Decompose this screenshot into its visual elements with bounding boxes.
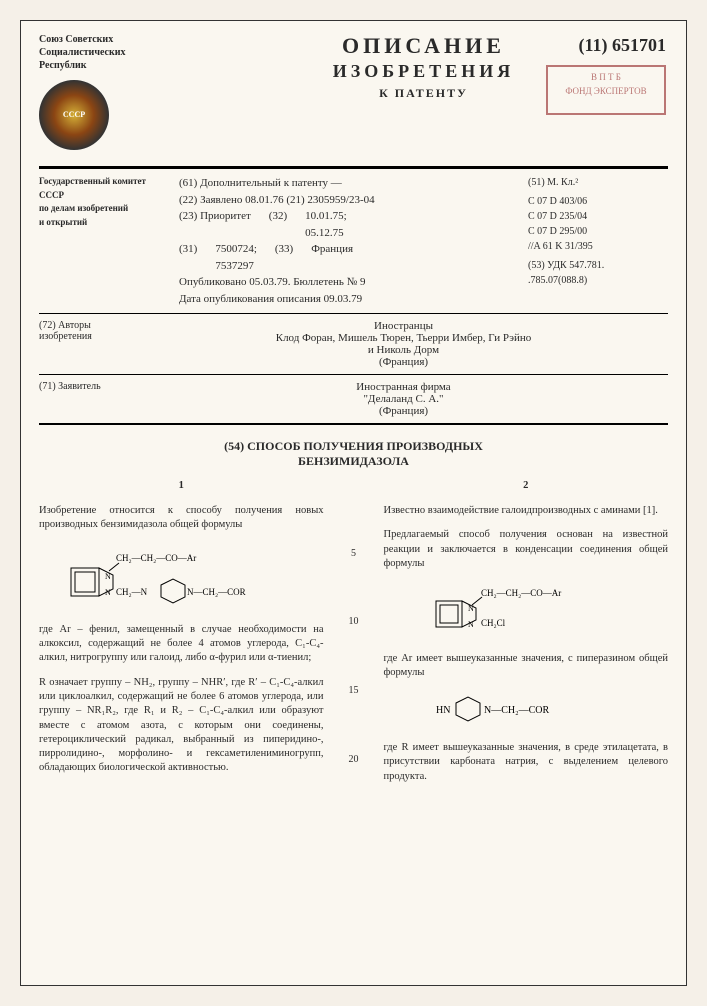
biblio-right: (51) М. Кл.² C 07 D 403/06 C 07 D 235/04… <box>528 175 668 307</box>
committee-line: СССР <box>39 189 169 203</box>
column-2: 2 Известно взаимодействие галоидпроизвод… <box>384 479 669 794</box>
state-emblem-icon <box>39 80 109 150</box>
svg-text:N: N <box>105 588 111 597</box>
publication-desc: Дата опубликования описания 09.03.79 <box>179 291 528 308</box>
structure-formula-2: N N CH₂—CH₂—CO—Ar CH₂Cl <box>426 581 626 641</box>
line-number: 15 <box>349 684 359 698</box>
paragraph: где R имеет вышеуказанные значения, в ср… <box>384 741 669 784</box>
biblio-block: Государственный комитет СССР по делам из… <box>39 168 668 313</box>
svg-text:N: N <box>468 620 474 629</box>
authors-label: (72) Авторы изобретения <box>39 320 139 368</box>
field-31-value: 7500724; 7537297 <box>215 241 257 274</box>
page: (11) 651701 В П Т Б ФОНД ЭКСПЕРТОВ Союз … <box>20 20 687 986</box>
issuer-line: Социалистических <box>39 46 169 59</box>
column-1: 1 Изобретение относится к способу получе… <box>39 479 324 794</box>
committee-line: по делам изобретений <box>39 202 169 216</box>
patent-number-value: 651701 <box>612 35 666 55</box>
field-51: (51) М. Кл.² <box>528 175 668 190</box>
svg-text:N—CH₂—COR: N—CH₂—COR <box>484 705 549 716</box>
line-number: 5 <box>351 547 356 561</box>
field-33-value: Франция <box>311 241 353 274</box>
committee-block: Государственный комитет СССР по делам из… <box>39 175 169 307</box>
stamp-line: ФОНД ЭКСПЕРТОВ <box>552 85 660 99</box>
structure-formula-3: HN N—CH₂—COR <box>426 691 626 731</box>
structure-formula-1: N N CH₂—CH₂—CO—Ar CH₂—N N—CH₂—COR <box>61 543 301 613</box>
invention-title: (54) СПОСОБ ПОЛУЧЕНИЯ ПРОИЗВОДНЫХ БЕНЗИМ… <box>39 439 668 469</box>
applicant-label: (71) Заявитель <box>39 381 139 417</box>
svg-text:N—CH₂—COR: N—CH₂—COR <box>187 587 246 597</box>
priority-row: (31) 7500724; 7537297 (33) Франция <box>179 241 528 274</box>
authors-text: Иностранцы Клод Форан, Мишель Тюрен, Тье… <box>139 320 668 368</box>
paragraph: Предлагаемый способ получения основан на… <box>384 528 669 571</box>
line-number-gutter: 5 10 15 20 <box>344 479 364 794</box>
svg-text:CH₂—CH₂—CO—Ar: CH₂—CH₂—CO—Ar <box>481 588 561 598</box>
svg-text:N: N <box>468 604 474 613</box>
issuer-block: Союз Советских Социалистических Республи… <box>39 33 169 158</box>
paragraph: R означает группу – NH₂, группу – NHR′, … <box>39 676 324 775</box>
field-33: (33) <box>275 241 293 274</box>
field-31: (31) <box>179 241 197 274</box>
field-32-value: 10.01.75; 05.12.75 <box>305 208 347 241</box>
library-stamp: В П Т Б ФОНД ЭКСПЕРТОВ <box>546 65 666 115</box>
line-number: 10 <box>349 615 359 629</box>
body-columns: 1 Изобретение относится к способу получе… <box>39 479 668 794</box>
svg-text:CH₂Cl: CH₂Cl <box>481 618 506 628</box>
field-32: (32) <box>269 208 287 241</box>
field-61: (61) Дополнительный к патенту — <box>179 175 528 192</box>
line-number: 20 <box>349 753 359 767</box>
issuer-line: Республик <box>39 59 169 72</box>
svg-text:N: N <box>105 572 111 581</box>
patent-prefix: (11) <box>579 35 608 55</box>
column-number: 1 <box>39 479 324 493</box>
paragraph: где Ar – фенил, замещенный в случае необ… <box>39 623 324 666</box>
issuer-line: Союз Советских <box>39 33 169 46</box>
committee-line: и открытий <box>39 216 169 230</box>
stamp-line: В П Т Б <box>552 71 660 85</box>
publication: Опубликовано 05.03.79. Бюллетень № 9 <box>179 274 528 291</box>
ipc-classes: C 07 D 403/06 C 07 D 235/04 C 07 D 295/0… <box>528 194 668 254</box>
patent-number: (11) 651701 <box>579 35 667 56</box>
biblio-center: (61) Дополнительный к патенту — (22) Зая… <box>169 175 528 307</box>
field-53: (53) УДК 547.781. .785.07(088.8) <box>528 258 668 288</box>
paragraph: Известно взаимодействие галоидпроизводны… <box>384 504 669 518</box>
field-22: (22) Заявлено 08.01.76 (21) 2305959/23-0… <box>179 192 528 209</box>
committee-line: Государственный комитет <box>39 175 169 189</box>
applicant-row: (71) Заявитель Иностранная фирма "Делала… <box>39 374 668 425</box>
field-23: (23) Приоритет <box>179 208 251 241</box>
paragraph: где Ar имеет вышеуказанные значения, с п… <box>384 652 669 680</box>
svg-text:CH₂—CH₂—CO—Ar: CH₂—CH₂—CO—Ar <box>116 553 196 563</box>
svg-text:CH₂—N: CH₂—N <box>116 587 148 597</box>
authors-row: (72) Авторы изобретения Иностранцы Клод … <box>39 313 668 374</box>
column-number: 2 <box>384 479 669 493</box>
svg-text:HN: HN <box>436 705 450 716</box>
paragraph: Изобретение относится к способу получени… <box>39 504 324 532</box>
priority-row: (23) Приоритет (32) 10.01.75; 05.12.75 <box>179 208 528 241</box>
applicant-text: Иностранная фирма "Делаланд С. А." (Фран… <box>139 381 668 417</box>
